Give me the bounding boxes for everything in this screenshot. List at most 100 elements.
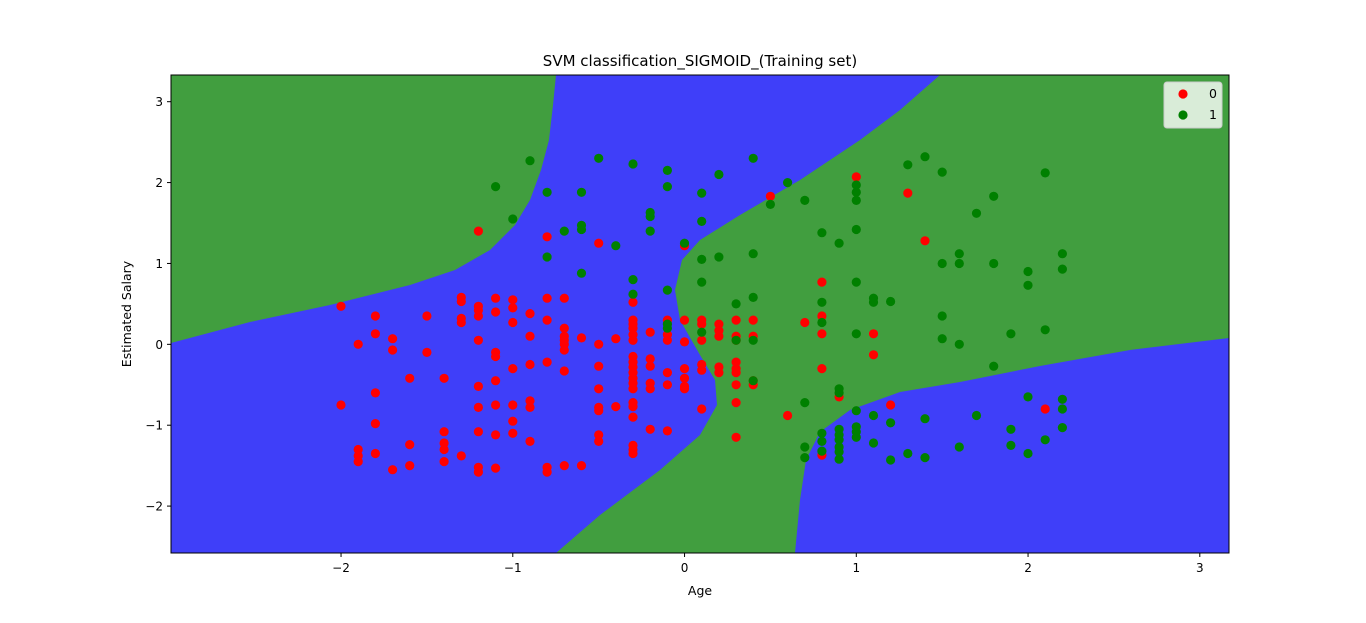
series-0-point bbox=[817, 277, 827, 287]
series-1-point bbox=[714, 252, 724, 262]
series-0-point bbox=[731, 368, 741, 378]
decision-regions-class-1 bbox=[171, 75, 1229, 553]
series-1-point bbox=[679, 238, 690, 248]
x-axis-label: Age bbox=[688, 583, 712, 598]
series-0-point bbox=[491, 351, 501, 362]
series-1-point bbox=[851, 224, 861, 235]
series-1-point bbox=[662, 285, 673, 295]
series-0-point bbox=[370, 448, 380, 459]
series-0-point bbox=[697, 404, 707, 414]
series-0-point bbox=[456, 292, 466, 302]
series-1-point bbox=[1057, 264, 1067, 274]
series-0-point bbox=[491, 293, 501, 303]
series-1-point bbox=[920, 152, 930, 162]
series-0-point bbox=[731, 432, 741, 442]
series-0-point bbox=[817, 329, 827, 339]
series-1-point bbox=[611, 241, 621, 251]
series-1-point bbox=[817, 317, 827, 328]
series-1-point bbox=[662, 165, 673, 175]
x-tick-label: 2 bbox=[1024, 561, 1032, 575]
series-0-point bbox=[456, 313, 466, 323]
y-tick-label: −1 bbox=[145, 419, 163, 433]
series-1-point bbox=[576, 187, 587, 197]
y-tick-label: 1 bbox=[155, 257, 163, 271]
x-tick-label: −1 bbox=[504, 561, 522, 575]
series-0-point bbox=[559, 461, 569, 471]
series-1-point bbox=[886, 296, 896, 307]
series-1-point bbox=[645, 226, 655, 236]
series-0-point bbox=[508, 400, 518, 410]
series-0-point bbox=[748, 315, 758, 325]
series-1-point bbox=[851, 195, 861, 205]
series-0-point bbox=[491, 376, 501, 386]
series-0-point bbox=[697, 315, 707, 325]
series-0-point bbox=[405, 373, 415, 383]
series-1-point bbox=[542, 187, 552, 197]
series-0-point bbox=[525, 396, 535, 406]
series-0-point bbox=[611, 402, 621, 412]
series-1-point bbox=[714, 169, 724, 180]
series-1-point bbox=[886, 455, 896, 465]
series-1-point bbox=[765, 199, 776, 209]
series-1-point bbox=[851, 277, 861, 287]
series-0-point bbox=[370, 311, 380, 321]
series-0-point bbox=[783, 410, 793, 421]
series-0-point bbox=[405, 461, 415, 471]
series-1-point bbox=[989, 191, 999, 201]
series-1-point bbox=[800, 453, 810, 463]
series-1-point bbox=[1006, 424, 1016, 434]
series-1-point bbox=[954, 339, 964, 349]
series-1-point bbox=[800, 398, 810, 408]
series-0-point bbox=[559, 366, 569, 376]
series-0-point bbox=[594, 406, 604, 416]
series-0-point bbox=[473, 335, 483, 345]
series-0-point bbox=[508, 428, 518, 438]
series-0-point bbox=[765, 191, 776, 201]
series-1-point bbox=[834, 388, 844, 398]
series-1-point bbox=[1023, 392, 1033, 402]
series-0-point bbox=[508, 303, 518, 313]
series-0-point bbox=[439, 373, 449, 383]
series-0-point bbox=[353, 457, 363, 467]
series-1-point bbox=[800, 195, 810, 205]
series-1-point bbox=[491, 182, 501, 192]
series-1-point bbox=[1023, 266, 1033, 277]
series-1-point bbox=[937, 258, 947, 269]
series-1-point bbox=[954, 442, 964, 452]
series-1-point bbox=[971, 208, 982, 218]
series-0-point bbox=[525, 402, 535, 412]
series-0-point bbox=[491, 307, 501, 317]
series-0-point bbox=[714, 319, 724, 329]
series-1-point bbox=[1057, 404, 1067, 414]
series-0-point bbox=[800, 317, 810, 328]
series-0-point bbox=[370, 419, 380, 429]
series-1-point bbox=[697, 188, 707, 198]
series-0-point bbox=[473, 381, 483, 391]
series-1-point bbox=[697, 327, 707, 337]
series-0-point bbox=[491, 430, 501, 440]
chart-title: SVM classification_SIGMOID_(Training set… bbox=[543, 52, 857, 71]
series-0-point bbox=[388, 465, 398, 475]
series-1-point bbox=[731, 299, 741, 309]
series-1-point bbox=[971, 410, 982, 421]
series-0-point bbox=[662, 368, 673, 378]
series-0-point bbox=[662, 426, 673, 436]
series-0-point bbox=[473, 427, 483, 437]
series-0-point bbox=[422, 347, 432, 357]
series-1-point bbox=[817, 436, 827, 446]
series-0-point bbox=[920, 236, 930, 246]
series-0-point bbox=[370, 388, 380, 398]
series-1-point bbox=[645, 211, 655, 222]
series-1-point bbox=[851, 406, 861, 416]
series-0-point bbox=[886, 400, 896, 410]
series-0-point bbox=[594, 339, 604, 349]
series-1-point bbox=[920, 414, 930, 424]
series-0-point bbox=[645, 424, 655, 434]
series-1-point bbox=[834, 454, 844, 464]
series-1-point bbox=[868, 410, 879, 421]
series-1-point bbox=[886, 418, 896, 428]
series-0-point bbox=[336, 301, 346, 311]
series-1-point bbox=[662, 323, 673, 333]
series-0-point bbox=[662, 380, 673, 390]
x-tick-label: 3 bbox=[1196, 561, 1204, 575]
